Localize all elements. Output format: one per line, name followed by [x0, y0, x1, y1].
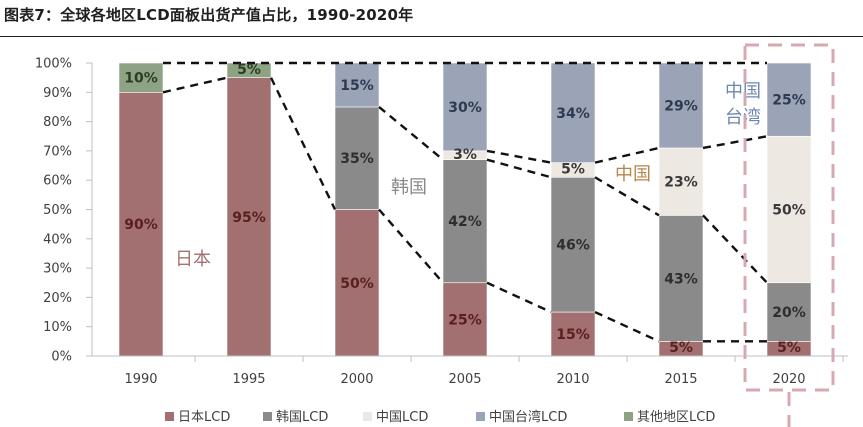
legend-swatch — [165, 412, 174, 421]
dash-line-japan-share — [162, 76, 767, 343]
annotation-label: 中国 — [615, 164, 651, 185]
legend-label: 中国台湾LCD — [489, 409, 567, 425]
title-underline — [0, 36, 863, 37]
bar-segment — [226, 77, 272, 357]
y-tick-label: 10% — [43, 320, 72, 335]
data-label: 30% — [448, 100, 482, 116]
y-tick-label: 80% — [43, 115, 72, 130]
y-tick-label: 60% — [43, 174, 72, 189]
data-label: 15% — [340, 78, 374, 94]
annotation-label: 中国 — [725, 81, 761, 102]
dash-line-korea-share — [378, 106, 768, 284]
legend-label: 韩国LCD — [276, 410, 328, 425]
axes: 0% 10% 20% 30% 40% 50% 60% 70% 80% 90% 100% 1990 199… — [35, 57, 848, 387]
y-tick-label: 30% — [43, 262, 72, 277]
bars — [118, 62, 812, 357]
x-tick-label: 2000 — [340, 372, 373, 387]
bar-segment — [658, 62, 704, 149]
data-label: 5% — [237, 62, 261, 78]
y-tick-label: 0% — [51, 350, 72, 365]
data-label: 43% — [664, 271, 698, 287]
data-label: 20% — [772, 305, 806, 321]
data-labels: 90% 10% 95% 5% 50% 35% 15% 25% 42% 3% 30% 15% 46% 5% 3… — [124, 62, 806, 356]
data-label: 25% — [772, 93, 806, 109]
data-label: 50% — [340, 276, 374, 292]
bar-segment — [766, 282, 812, 342]
bar-segment — [118, 92, 164, 357]
y-tick-label: 50% — [43, 203, 72, 218]
data-label: 10% — [124, 71, 158, 87]
bar-segment — [118, 62, 164, 93]
legend-label: 其他地区LCD — [637, 410, 715, 425]
bar-segment — [550, 62, 596, 163]
data-label: 15% — [556, 327, 590, 343]
bar-segment — [766, 62, 812, 137]
data-label: 35% — [340, 151, 374, 167]
legend-swatch — [476, 412, 485, 421]
x-tick-label: 1990 — [124, 372, 157, 387]
highlight-box-2020 — [743, 43, 835, 392]
data-label: 42% — [448, 214, 482, 230]
x-tick-label: 2005 — [448, 372, 481, 387]
data-label: 23% — [664, 175, 698, 191]
annotation-label: 韩国 — [391, 177, 427, 198]
bar-segment — [334, 62, 380, 108]
bar-segment — [658, 147, 704, 216]
data-label: 5% — [669, 340, 693, 356]
data-label: 25% — [448, 312, 482, 328]
data-label: 95% — [232, 210, 266, 226]
y-tick-label: 100% — [35, 57, 72, 72]
chart-title: 图表7：全球各地区LCD面板出货产值占比，1990-2020年 — [4, 6, 414, 24]
bar-segment — [442, 282, 488, 357]
bar-segment — [550, 311, 596, 357]
legend-swatch — [263, 412, 272, 421]
data-label: 5% — [777, 340, 801, 356]
bar-segment — [442, 62, 488, 152]
bar-segment — [766, 135, 812, 284]
y-tick-label: 40% — [43, 232, 72, 247]
data-label: 90% — [124, 217, 158, 233]
x-tick-label: 1995 — [232, 372, 265, 387]
x-tick-label: 2010 — [556, 372, 589, 387]
trend-dashed-lines — [162, 61, 768, 343]
data-label: 3% — [453, 147, 477, 163]
bar-segment — [658, 215, 704, 342]
bar-segment — [442, 159, 488, 284]
legend-label: 中国LCD — [376, 410, 428, 425]
y-tick-label: 70% — [43, 144, 72, 159]
legend-label: 日本LCD — [178, 410, 230, 425]
x-tick-label: 2020 — [772, 372, 805, 387]
annotation-label: 日本 — [175, 249, 211, 270]
data-label: 5% — [561, 161, 585, 177]
data-label: 46% — [556, 238, 590, 254]
dash-line-china-share — [486, 135, 768, 164]
legend-swatch — [624, 412, 633, 421]
annotation-label: 台湾 — [725, 107, 761, 128]
y-tick-label: 90% — [43, 86, 72, 101]
legend: 日本LCD 韩国LCD 中国LCD 中国台湾LCD 其他地区LCD — [165, 409, 715, 425]
data-label: 50% — [772, 203, 806, 219]
data-label: 34% — [556, 106, 590, 122]
bar-segment — [550, 176, 596, 313]
legend-swatch — [363, 412, 372, 421]
y-tick-label: 20% — [43, 291, 72, 306]
data-label: 29% — [664, 98, 698, 114]
x-tick-label: 2015 — [664, 372, 697, 387]
